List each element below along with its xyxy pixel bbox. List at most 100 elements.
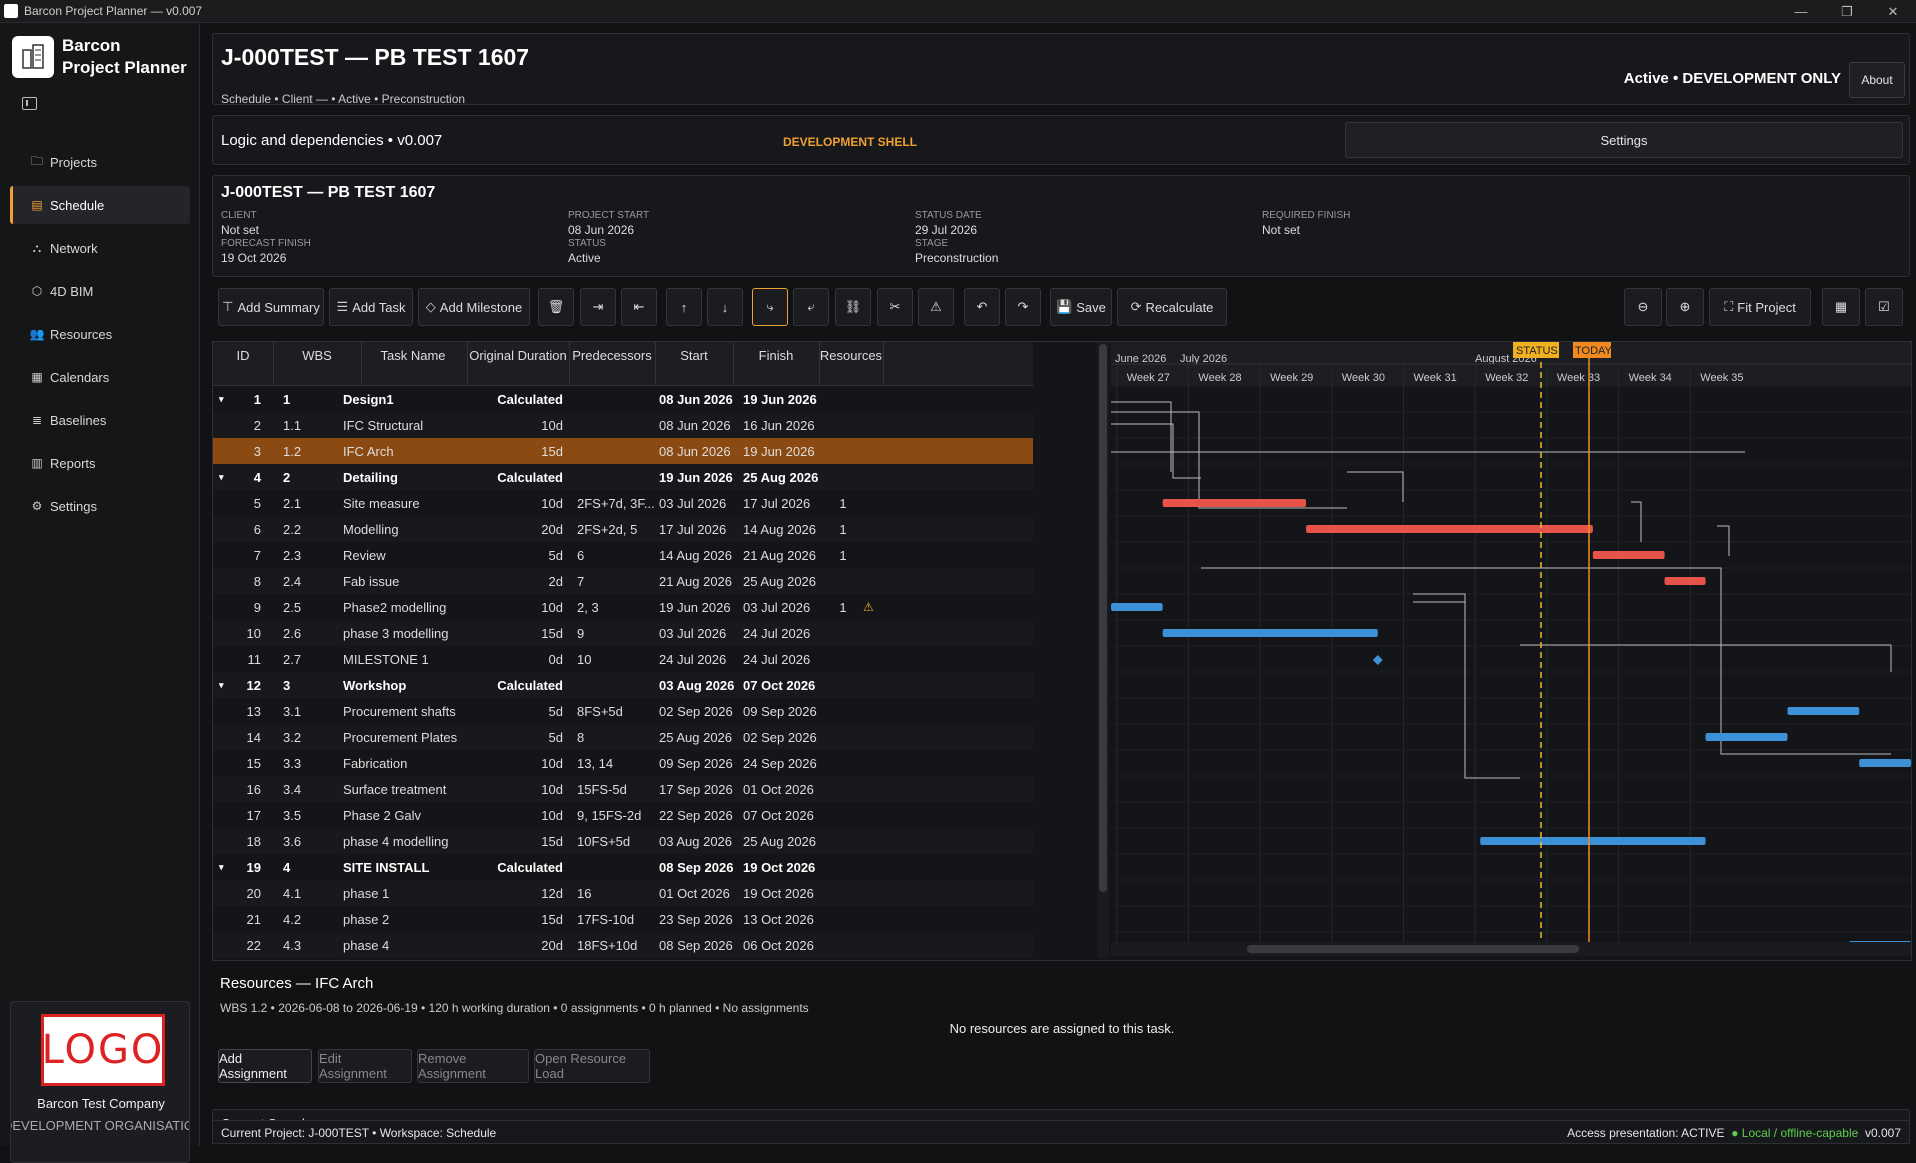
add-assignment-button[interactable]: Add Assignment	[218, 1049, 312, 1083]
cell-pred: 10FS+5d	[577, 834, 631, 849]
table-row[interactable]: 13 3.1 Procurement shafts 5d 8FS+5d 02 Sep 20…	[213, 698, 1033, 724]
zoom-in-icon: ⊕	[1679, 299, 1691, 314]
column-header[interactable]: Predecessors	[572, 348, 652, 363]
table-row[interactable]: 15 3.3 Fabrication 10d 13, 14 09 Sep 2026 24 S…	[213, 750, 1033, 776]
sidebar-item-resources[interactable]: 👥 Resources	[10, 315, 190, 353]
cell-dur: Calculated	[497, 392, 563, 407]
table-row[interactable]: 5 2.1 Site measure 10d 2FS+7d, 3F... 03 Jul 2…	[213, 490, 1033, 516]
indent-icon: ⇥	[592, 299, 604, 314]
cell-wbs: 2.4	[283, 574, 302, 589]
cell-id: 16	[246, 782, 261, 797]
fit-project-button[interactable]: ⛶ Fit Project	[1709, 288, 1811, 326]
sidebar-item-settings[interactable]: ⚙ Settings	[10, 487, 190, 525]
table-row[interactable]: 2 1.1 IFC Structural 10d 08 Jun 2026 16 Jun 2…	[213, 412, 1033, 438]
cell-name: Surface treatment	[343, 782, 447, 797]
table-row[interactable]: 3 1.2 IFC Arch 15d 08 Jun 2026 19 Jun 2026	[213, 438, 1033, 464]
cell-pred: 2FS+7d, 3F...	[577, 496, 655, 511]
footer: Current Project: J-000TEST • Workspace: …	[212, 1120, 1910, 1144]
indent-button[interactable]: ⇥	[580, 288, 616, 326]
resources-panel: Resources — IFC Arch WBS 1.2 • 2026-06-0…	[212, 961, 1912, 1101]
warnings-button[interactable]: ⚠	[918, 288, 954, 326]
sidebar-item-network[interactable]: ⛬ Network	[10, 229, 190, 267]
edit-assignment-button[interactable]: Edit Assignment	[318, 1049, 412, 1083]
cell-id: 22	[246, 938, 261, 953]
unlink-icon: ✂	[889, 299, 901, 314]
table-row[interactable]: 20 4.1 phase 1 12d 16 01 Oct 2026 19 Oct 2026	[213, 880, 1033, 906]
expand-toggle-icon[interactable]: ▾	[219, 862, 224, 872]
table-row[interactable]: ▾ 12 3 Workshop Calculated 03 Aug 2026 07 Oct …	[213, 672, 1033, 698]
outdent-button[interactable]: ⇤	[621, 288, 657, 326]
sidebar-item-reports[interactable]: ▥ Reports	[10, 444, 190, 482]
unlink-button[interactable]: ✂	[877, 288, 913, 326]
sidebar-item-calendars[interactable]: ▦ Calendars	[10, 358, 190, 396]
zoom-in-button[interactable]: ⊕	[1666, 288, 1704, 326]
column-header[interactable]: Finish	[758, 348, 794, 363]
sidebar-item-baselines[interactable]: ≣ Baselines	[10, 401, 190, 439]
table-row[interactable]: 8 2.4 Fab issue 2d 7 21 Aug 2026 25 Aug 2026	[213, 568, 1033, 594]
cell-dur: 5d	[548, 704, 563, 719]
add-milestone-button[interactable]: ◇ Add Milestone	[418, 288, 530, 326]
table-row[interactable]: 11 2.7 MILESTONE 1 0d 10 24 Jul 2026 24 Jul 20…	[213, 646, 1033, 672]
cell-dur: 5d	[548, 730, 563, 745]
sidebar-item-projects[interactable]: 🗀 Projects	[10, 143, 190, 181]
restore-button[interactable]: ❐	[1841, 3, 1853, 19]
cell-pred: 16	[577, 886, 592, 901]
checklist-button[interactable]: ☑	[1865, 288, 1903, 326]
recalculate-button[interactable]: ⟳ Recalculate	[1117, 288, 1227, 326]
cell-finish: 16 Jun 2026	[743, 418, 815, 433]
table-row[interactable]: 7 2.3 Review 5d 6 14 Aug 2026 21 Aug 2026 1	[213, 542, 1033, 568]
table-row[interactable]: 18 3.6 phase 4 modelling 15d 10FS+5d 03 Aug 2…	[213, 828, 1033, 854]
org-name: DEVELOPMENT ORGANISATION	[10, 1118, 189, 1133]
sidebar-item-schedule[interactable]: ▤ Schedule	[10, 186, 190, 224]
table-row[interactable]: 16 3.4 Surface treatment 10d 15FS-5d 17 Sep 2…	[213, 776, 1033, 802]
link-mode-button[interactable]: ⤷	[752, 288, 788, 326]
link-button[interactable]: ⛓	[835, 288, 871, 326]
link-alt-button[interactable]: ⤶	[793, 288, 829, 326]
table-row[interactable]: ▾ 1 1 Design1 Calculated 08 Jun 2026 19 Jun 20…	[213, 386, 1033, 412]
table-row[interactable]: ▾ 4 2 Detailing Calculated 19 Jun 2026 25 Aug …	[213, 464, 1033, 490]
table-row[interactable]: ▾ 19 4 SITE INSTALL Calculated 08 Sep 2026 19 …	[213, 854, 1033, 880]
table-row[interactable]: 14 3.2 Procurement Plates 5d 8 25 Aug 2026 02 …	[213, 724, 1033, 750]
collapse-sidebar-icon[interactable]	[22, 97, 37, 110]
zoom-out-button[interactable]: ⊖	[1624, 288, 1662, 326]
column-header[interactable]: Original Duration	[469, 348, 567, 363]
cell-wbs: 1	[283, 392, 291, 407]
table-row[interactable]: 10 2.6 phase 3 modelling 15d 9 03 Jul 2026 24 …	[213, 620, 1033, 646]
column-header[interactable]: Resources	[819, 348, 883, 363]
column-header[interactable]: Task Name	[380, 348, 446, 363]
about-button[interactable]: About	[1849, 62, 1905, 98]
table-row[interactable]: 9 2.5 Phase2 modelling 10d 2, 3 19 Jun 2026 03…	[213, 594, 1033, 620]
sidebar-item-4d-bim[interactable]: ⬡ 4D BIM	[10, 272, 190, 310]
add-summary-button[interactable]: ⊤ Add Summary	[218, 288, 324, 326]
calendar-button[interactable]: ▦	[1822, 288, 1860, 326]
delete-button[interactable]: 🗑	[538, 288, 574, 326]
table-row[interactable]: 17 3.5 Phase 2 Galv 10d 9, 15FS-2d 22 Sep 202…	[213, 802, 1033, 828]
close-button[interactable]: ✕	[1887, 3, 1899, 19]
add-task-button[interactable]: ☰ Add Task	[329, 288, 413, 326]
move-up-button[interactable]: ↑	[666, 288, 702, 326]
settings-button[interactable]: Settings	[1345, 122, 1903, 158]
cell-wbs: 2.6	[283, 626, 302, 641]
minimize-button[interactable]: —	[1794, 4, 1808, 19]
column-header[interactable]: Start	[680, 348, 708, 363]
table-row[interactable]: 6 2.2 Modelling 20d 2FS+2d, 5 17 Jul 2026 14 A…	[213, 516, 1033, 542]
column-header[interactable]: WBS	[302, 348, 332, 363]
table-row[interactable]: 21 4.2 phase 2 15d 17FS-10d 23 Sep 2026 13 Oct…	[213, 906, 1033, 932]
cell-pred: 9	[577, 626, 585, 641]
move-down-button[interactable]: ↓	[707, 288, 743, 326]
open-resource-load-button[interactable]: Open Resource Load	[534, 1049, 650, 1083]
expand-toggle-icon[interactable]: ▾	[219, 394, 224, 404]
redo-button[interactable]: ↷	[1005, 288, 1041, 326]
column-header[interactable]: ID	[236, 348, 250, 363]
remove-assignment-button[interactable]: Remove Assignment	[417, 1049, 529, 1083]
arrow-down-icon: ↓	[721, 299, 729, 315]
vertical-scrollbar[interactable]	[1097, 342, 1109, 958]
expand-toggle-icon[interactable]: ▾	[219, 472, 224, 482]
table-row[interactable]: 22 4.3 phase 4 20d 18FS+10d 08 Sep 2026 06 Oct…	[213, 932, 1033, 958]
expand-toggle-icon[interactable]: ▾	[219, 680, 224, 690]
save-button[interactable]: 💾 Save	[1050, 288, 1112, 326]
undo-button[interactable]: ↶	[964, 288, 1000, 326]
horizontal-scrollbar[interactable]	[1111, 942, 1911, 956]
